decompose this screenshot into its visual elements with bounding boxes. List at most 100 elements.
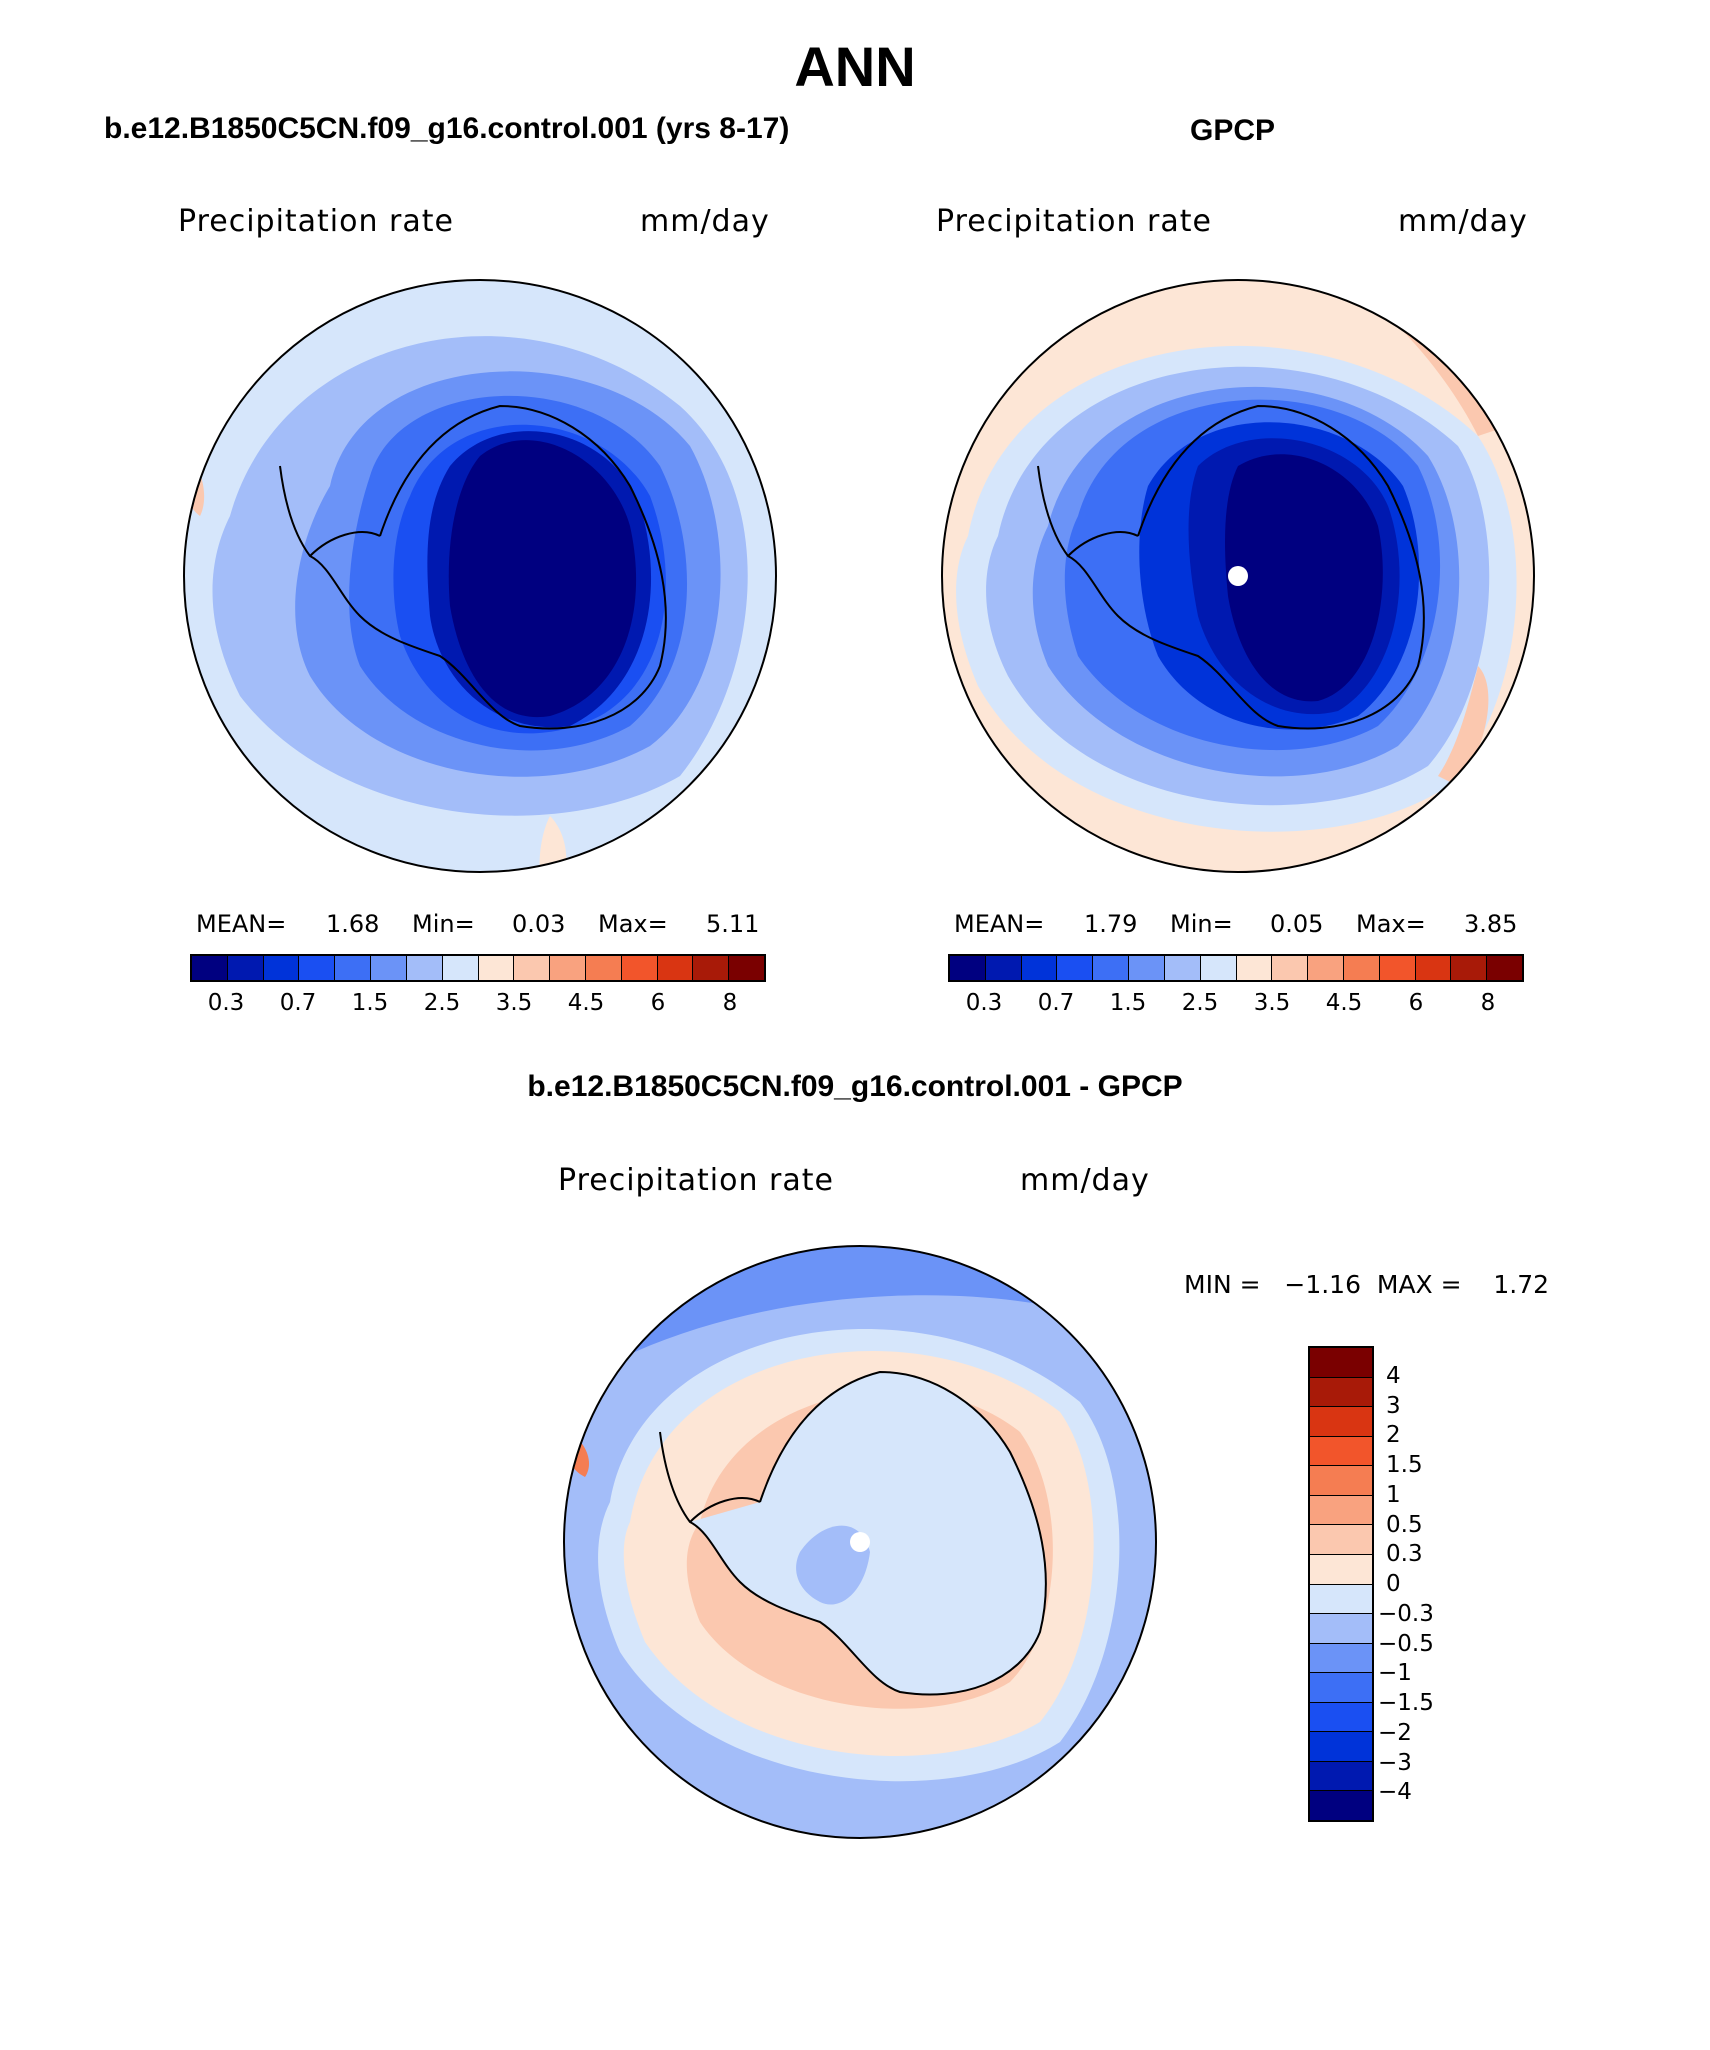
model-panel-header: b.e12.B1850C5CN.f09_g16.control.001 (yrs…: [104, 112, 790, 145]
model-max-value: 5.11: [706, 910, 760, 938]
model-colorbar-label-6: 6: [650, 990, 666, 1016]
obs-colorbar-label-6: 6: [1408, 990, 1424, 1016]
obs-colorbar-labels: 0.3 0.7 1.5 2.5 3.5 4.5 6 8: [948, 990, 1524, 1020]
obs-panel-header: GPCP: [1190, 114, 1276, 147]
model-colorbar-swatch-13: [657, 956, 694, 980]
diff-colorbar-labels: 4 3 2 1.5 1 0.5 0.3 0 −0.3 −0.5 −1 −1.5 −2 −3 −4: [1378, 1346, 1466, 1822]
model-colorbar-label-2: 1.5: [351, 990, 389, 1016]
diff-colorbar-label-0: 4: [1386, 1362, 1401, 1389]
model-colorbar-swatch-11: [585, 956, 622, 980]
model-colorbar-swatch-4: [335, 956, 372, 980]
obs-colorbar-swatch-12: [1379, 956, 1416, 980]
obs-colorbar-swatch-10: [1308, 956, 1344, 980]
obs-colorbar-swatch-7: [1200, 956, 1237, 980]
model-colorbar-swatch-2: [263, 956, 300, 980]
obs-colorbar-swatch-1: [985, 956, 1022, 980]
model-max-label: Max=: [598, 910, 668, 938]
diff-colorbar-label-3: 1.5: [1386, 1452, 1423, 1478]
model-mean-label: MEAN=: [196, 910, 287, 938]
figure-title: ANN: [794, 35, 916, 98]
obs-colorbar-swatch-0: [950, 956, 986, 980]
obs-min-value: 0.05: [1270, 910, 1324, 938]
diff-colorbar-label-9: −0.5: [1378, 1630, 1434, 1657]
model-stats: MEAN= 1.68 Min= 0.03 Max= 5.11: [196, 910, 786, 940]
diff-colorbar-label-13: −3: [1378, 1749, 1412, 1776]
diff-colorbar-swatch-8: [1310, 1584, 1372, 1615]
obs-max-value: 3.85: [1464, 910, 1518, 938]
diff-colorbar-swatch-11: [1310, 1673, 1372, 1703]
diff-colorbar-swatch-9: [1310, 1614, 1372, 1644]
obs-colorbar-swatch-8: [1236, 956, 1273, 980]
diff-colorbar-swatch-15: [1310, 1791, 1372, 1820]
model-variable-label: Precipitation rate: [178, 204, 454, 239]
diff-colorbar-swatch-7: [1310, 1554, 1372, 1585]
obs-colorbar-label-3: 2.5: [1181, 990, 1219, 1016]
obs-colorbar-label-5: 4.5: [1325, 990, 1363, 1016]
obs-colorbar-swatch-4: [1093, 956, 1130, 980]
model-colorbar-swatch-14: [693, 956, 730, 980]
diff-minmax: MIN = −1.16 MAX = 1.72: [1184, 1270, 1550, 1299]
diff-colorbar-swatch-6: [1310, 1525, 1372, 1555]
diff-colorbar-swatch-0: [1310, 1348, 1372, 1378]
obs-colorbar-label-1: 0.7: [1037, 990, 1075, 1016]
obs-colorbar-swatch-15: [1487, 956, 1522, 980]
obs-colorbar-swatch-5: [1129, 956, 1165, 980]
obs-colorbar-swatch-3: [1057, 956, 1094, 980]
obs-colorbar-label-4: 3.5: [1253, 990, 1291, 1016]
model-colorbar-swatch-0: [192, 956, 228, 980]
obs-colorbar-label-2: 1.5: [1109, 990, 1147, 1016]
model-colorbar-swatch-12: [621, 956, 658, 980]
obs-colorbar-swatch-9: [1272, 956, 1309, 980]
diff-colorbar-label-4: 1: [1386, 1481, 1401, 1508]
model-colorbar-labels: 0.3 0.7 1.5 2.5 3.5 4.5 6 8: [190, 990, 766, 1020]
obs-min-label: Min=: [1170, 910, 1233, 938]
diff-variable-label: Precipitation rate: [558, 1163, 834, 1198]
diff-colorbar-label-1: 3: [1386, 1392, 1401, 1419]
model-colorbar-swatch-5: [371, 956, 407, 980]
diff-colorbar-swatch-2: [1310, 1407, 1372, 1437]
diff-colorbar-label-7: 0: [1386, 1571, 1401, 1597]
model-colorbar: [190, 954, 766, 982]
obs-stats: MEAN= 1.79 Min= 0.05 Max= 3.85: [954, 910, 1544, 940]
obs-colorbar-swatch-14: [1451, 956, 1488, 980]
diff-colorbar-swatch-13: [1310, 1732, 1372, 1762]
diff-units-label: mm/day: [1020, 1163, 1150, 1198]
model-colorbar-swatch-10: [550, 956, 586, 980]
obs-units-label: mm/day: [1398, 204, 1528, 239]
diff-polar-map: [563, 1245, 1157, 1839]
model-colorbar-swatch-7: [442, 956, 479, 980]
diff-colorbar-label-11: −1.5: [1378, 1690, 1434, 1716]
diff-panel-header: b.e12.B1850C5CN.f09_g16.control.001 - GP…: [527, 1070, 1183, 1103]
diff-colorbar-swatch-5: [1310, 1495, 1372, 1526]
model-units-label: mm/day: [640, 204, 770, 239]
model-min-value: 0.03: [512, 910, 566, 938]
model-colorbar-label-5: 4.5: [567, 990, 605, 1016]
model-min-label: Min=: [412, 910, 475, 938]
model-colorbar-swatch-8: [478, 956, 515, 980]
obs-colorbar-swatch-13: [1415, 956, 1452, 980]
diff-colorbar-label-10: −1: [1378, 1660, 1412, 1687]
obs-colorbar-swatch-2: [1021, 956, 1058, 980]
diff-colorbar-label-12: −2: [1378, 1719, 1412, 1746]
diff-colorbar-swatch-3: [1310, 1436, 1372, 1467]
model-mean-value: 1.68: [326, 910, 380, 938]
model-polar-map: [183, 279, 777, 873]
model-colorbar-swatch-6: [406, 956, 443, 980]
diff-colorbar: [1308, 1346, 1374, 1822]
obs-colorbar-label-7: 8: [1480, 990, 1496, 1016]
diff-colorbar-label-14: −4: [1378, 1779, 1412, 1806]
diff-colorbar-swatch-4: [1310, 1466, 1372, 1496]
model-colorbar-swatch-9: [514, 956, 551, 980]
obs-mean-value: 1.79: [1084, 910, 1138, 938]
diff-colorbar-label-2: 2: [1386, 1422, 1401, 1449]
obs-max-label: Max=: [1356, 910, 1426, 938]
model-colorbar-swatch-1: [227, 956, 264, 980]
obs-colorbar-label-0: 0.3: [965, 990, 1003, 1016]
diff-colorbar-label-8: −0.3: [1378, 1600, 1434, 1627]
diff-colorbar-label-6: 0.3: [1386, 1541, 1423, 1568]
model-colorbar-label-4: 3.5: [495, 990, 533, 1016]
obs-colorbar-swatch-6: [1164, 956, 1201, 980]
obs-colorbar: [948, 954, 1524, 982]
obs-colorbar-swatch-11: [1343, 956, 1380, 980]
model-colorbar-swatch-3: [299, 956, 336, 980]
